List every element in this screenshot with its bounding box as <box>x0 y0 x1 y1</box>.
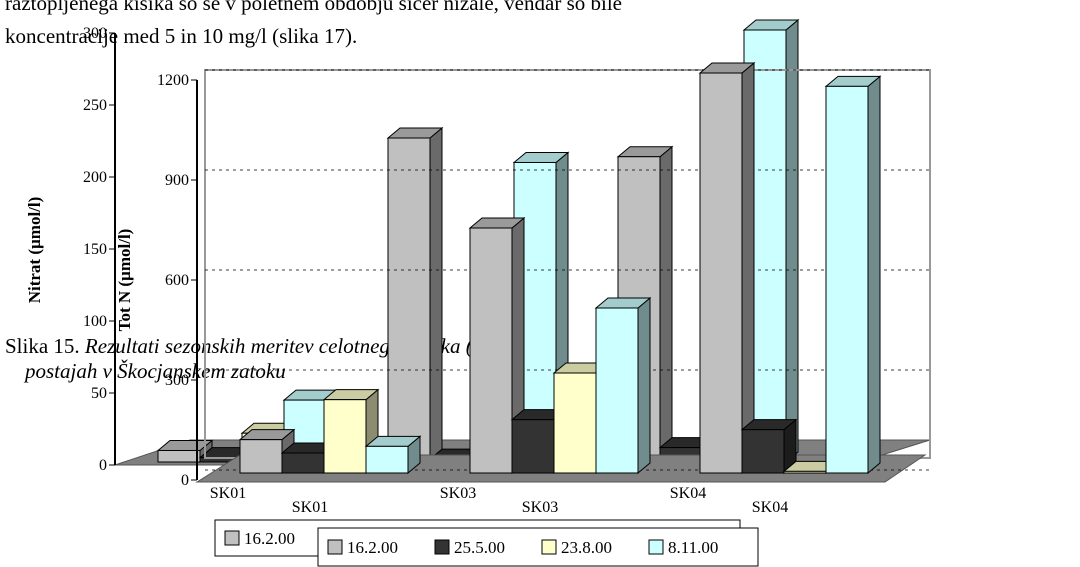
bar <box>280 441 338 475</box>
x-tick-label: SK03 <box>522 499 558 516</box>
y-tick-label: 0 <box>181 472 189 489</box>
y-axis-title: Nitrat (µmol/l) <box>25 197 44 304</box>
y-tick-label: 100 <box>83 313 107 330</box>
bar-front <box>323 399 367 474</box>
bar <box>824 75 882 475</box>
bar-front <box>387 137 431 463</box>
x-tick-label: SK01 <box>210 485 246 502</box>
bar-front <box>511 419 555 474</box>
bar-front <box>741 429 785 474</box>
bar-front <box>365 445 409 474</box>
y-tick-label: 300 <box>165 372 189 389</box>
bar <box>740 418 798 475</box>
legend-label: 8.11.00 <box>668 538 718 557</box>
bar <box>386 126 444 464</box>
doc-line: raztopljenega kisika so se v poletnem ob… <box>5 0 622 15</box>
legend-label: 16.2.00 <box>347 538 398 557</box>
bar-front <box>825 85 869 474</box>
bar <box>238 428 296 475</box>
caption: Slika 15. Rezultati sezonskih meritev ce… <box>5 334 551 358</box>
x-tick-label: SK03 <box>440 485 476 502</box>
bar <box>364 435 422 475</box>
bar-front <box>281 452 325 474</box>
y-tick-label: 0 <box>99 457 107 474</box>
bar <box>468 216 526 475</box>
legend-label: 25.5.00 <box>454 538 505 557</box>
x-tick-label: SK04 <box>670 485 706 502</box>
y-tick-label: 200 <box>83 169 107 186</box>
bar-front <box>469 227 513 474</box>
legend-label: 16.2.00 <box>244 529 295 548</box>
legend-swatch <box>224 530 240 546</box>
bar-front <box>595 307 639 474</box>
bar-side <box>637 296 651 475</box>
y-tick-label: 600 <box>165 272 189 289</box>
legend-swatch <box>434 539 450 555</box>
bar-side <box>741 61 755 475</box>
legend-swatch <box>327 539 343 555</box>
bar-side <box>429 126 443 464</box>
x-tick-label: SK01 <box>292 499 328 516</box>
y-tick-label: 1200 <box>157 72 189 89</box>
bar <box>594 296 652 475</box>
doc-line: koncentracije med 5 in 10 mg/l (slika 17… <box>5 24 357 48</box>
bar-side <box>785 18 799 464</box>
y-tick-label: 250 <box>83 97 107 114</box>
x-tick-label: SK04 <box>752 499 788 516</box>
legend-label: 23.8.00 <box>561 538 612 557</box>
caption-label: Slika 15. <box>5 334 80 358</box>
y-tick-label: 900 <box>165 172 189 189</box>
bar-front <box>553 372 597 474</box>
bar-front <box>239 439 283 474</box>
bar-front <box>783 470 827 474</box>
y-axis-title: Tot N (µmol/l) <box>115 229 134 332</box>
bar <box>698 61 756 475</box>
legend-box <box>317 527 759 567</box>
bar-front <box>699 72 743 474</box>
y-tick-label: 50 <box>91 385 107 402</box>
caption-text: postajah v Škocjanskem zatoku <box>23 359 286 383</box>
legend-swatch <box>648 539 664 555</box>
y-tick-label: 300 <box>83 25 107 42</box>
chart-front: 0 300 600 900 1200 Tot N (µmol/l) SK01 SK03 SK04… <box>115 61 931 567</box>
bar-side <box>867 75 881 475</box>
bar-front <box>157 449 201 463</box>
legend-swatch <box>541 539 557 555</box>
y-tick-label: 150 <box>83 241 107 258</box>
bar-side <box>659 145 673 464</box>
